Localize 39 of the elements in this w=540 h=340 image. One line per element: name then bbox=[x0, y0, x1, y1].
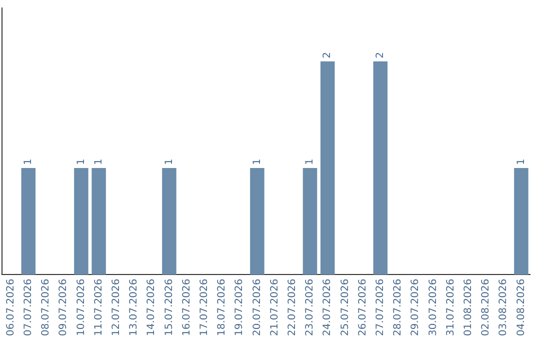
data-label: 1 bbox=[22, 158, 34, 166]
x-tick-label: 17.07.2026 bbox=[198, 278, 210, 336]
data-label: 2 bbox=[322, 52, 334, 58]
x-tick-label: 16.07.2026 bbox=[181, 278, 192, 336]
x-tick-label: 24.07.2026 bbox=[322, 278, 334, 336]
x-tick-label: 13.07.2026 bbox=[128, 278, 140, 336]
x-tick-label: 19.07.2026 bbox=[234, 278, 246, 336]
x-tick-label: 01.08.2026 bbox=[462, 278, 474, 336]
x-tick-label: 30.07.2026 bbox=[428, 278, 439, 336]
x-tick-label: 08.07.2026 bbox=[40, 278, 52, 336]
x-tick-label: 21.07.2026 bbox=[269, 278, 280, 336]
x-tick-label: 03.08.2026 bbox=[498, 278, 510, 336]
x-tick-label: 22.07.2026 bbox=[286, 278, 298, 336]
x-tick-label: 02.08.2026 bbox=[480, 278, 492, 336]
data-label: 2 bbox=[374, 52, 386, 58]
x-tick-label: 14.07.2026 bbox=[146, 278, 158, 336]
x-tick-label: 07.07.2026 bbox=[22, 278, 34, 336]
data-label: 1 bbox=[164, 158, 175, 166]
x-tick-label: 18.07.2026 bbox=[216, 278, 228, 336]
data-label: 1 bbox=[76, 158, 87, 166]
x-tick-label: 25.07.2026 bbox=[340, 278, 351, 336]
x-tick-label: 11.07.2026 bbox=[93, 278, 104, 336]
x-tick-label: 09.07.2026 bbox=[58, 278, 70, 336]
x-tick-label: 04.08.2026 bbox=[516, 278, 527, 336]
data-label: 1 bbox=[516, 158, 527, 166]
data-label: 1 bbox=[304, 158, 316, 166]
x-tick-label: 28.07.2026 bbox=[392, 278, 404, 336]
data-label: 1 bbox=[93, 158, 104, 166]
x-tick-label: 06.07.2026 bbox=[5, 278, 16, 336]
x-tick-label: 27.07.2026 bbox=[374, 278, 386, 336]
x-tick-label: 20.07.2026 bbox=[252, 278, 263, 336]
x-tick-label: 29.07.2026 bbox=[410, 278, 422, 336]
x-tick-label: 12.07.2026 bbox=[110, 278, 122, 336]
x-tick-label: 15.07.2026 bbox=[164, 278, 175, 336]
x-tick-label: 31.07.2026 bbox=[445, 278, 456, 336]
data-label: 1 bbox=[252, 158, 263, 166]
x-tick-label: 23.07.2026 bbox=[304, 278, 316, 336]
x-tick-label: 26.07.2026 bbox=[357, 278, 368, 336]
x-tick-label: 10.07.2026 bbox=[76, 278, 87, 336]
